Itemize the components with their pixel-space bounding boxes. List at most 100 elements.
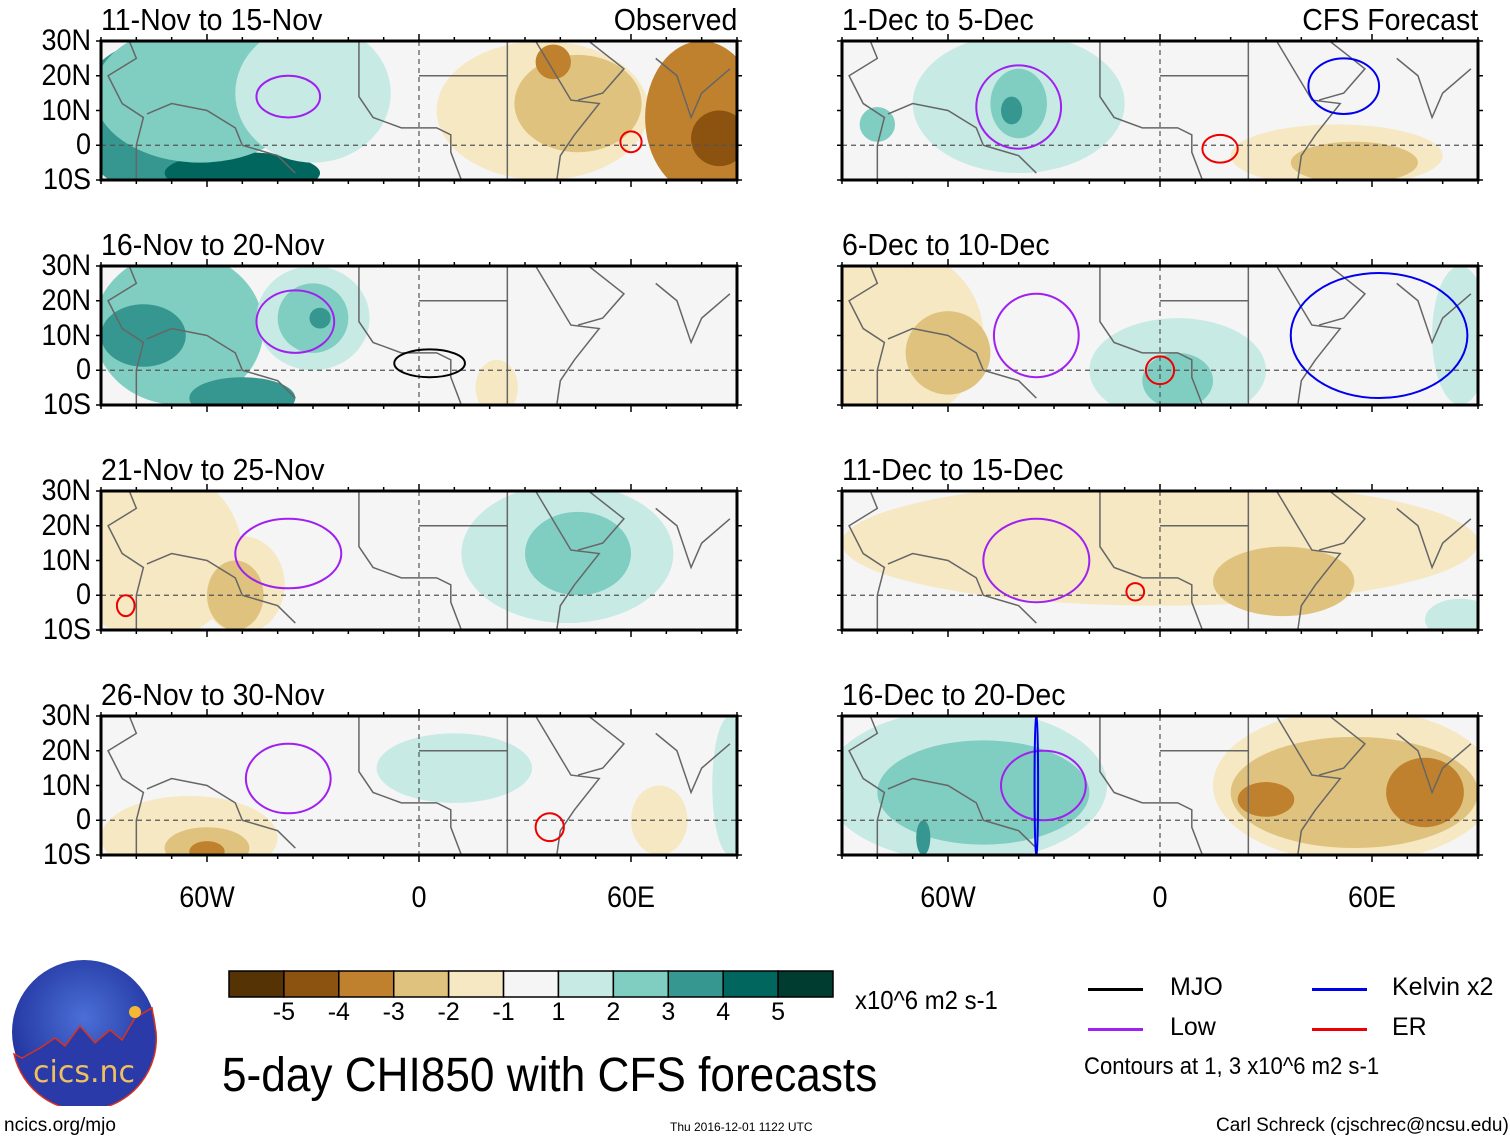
anomaly-region [309,307,331,329]
anomaly-region [475,359,518,405]
contour-low [992,292,1080,379]
y-tick-label: 10S [42,838,91,871]
anomaly-region [877,740,1090,845]
colorbar-swatch [228,970,285,998]
colorbar-units: x10^6 m2 s-1 [855,985,998,1015]
contour-er [1201,133,1239,164]
contour-er [1125,582,1146,602]
colorbar-tick-label: 1 [551,998,566,1026]
y-tick-label: 10N [41,543,91,577]
contour-low [975,64,1063,150]
y-tick-label: 0 [75,803,91,837]
x-tick-label: 60W [920,881,976,914]
coastlines [107,716,731,855]
y-tick-label: 20N [41,733,91,767]
coastlines [848,491,1472,630]
contour-er [1144,355,1176,386]
legend-note: Contours at 1, 3 x10^6 m2 s-1 [1084,1053,1380,1080]
colorbar-tick-label: 2 [606,998,621,1026]
contour-kelvin-x2 [1289,271,1469,400]
anomaly-region [376,733,533,803]
coastlines [107,41,731,180]
anomaly-region [101,304,186,367]
anomaly-region [1142,352,1213,405]
colorbar-tick-label: 5 [771,998,786,1026]
y-tick-label: 20N [41,283,91,317]
contour-er [534,812,565,843]
y-tick-label: 10N [41,318,91,352]
colorbar-swatch [392,970,450,998]
anomaly-region [1290,141,1418,180]
legend-label-low: Low [1170,1013,1216,1041]
colorbar-swatch [557,970,615,998]
colorbar-swatch [283,970,340,998]
panel-title: 26-Nov to 30-Nov [101,677,325,712]
coastlines [848,41,1472,180]
map-panel [96,34,742,187]
y-tick-label: 10N [41,768,91,802]
y-tick-label: 10S [42,613,91,646]
anomaly-region [842,491,1478,606]
legend-label-mjo: MJO [1170,973,1223,1001]
contour-mjo [393,348,466,379]
coastlines [107,266,731,405]
colorbar-tick-label: -5 [272,998,296,1026]
contour-er [619,130,643,154]
panel-tag: CFS Forecast [1302,2,1478,37]
colorbar-tick-label: 3 [661,998,676,1026]
anomaly-region [691,110,737,167]
anomaly-region [1213,546,1355,617]
map-panel [837,34,1483,187]
y-tick-label: 10S [42,163,91,196]
panel-title: 21-Nov to 25-Nov [101,452,325,487]
panel-title: 11-Nov to 15-Nov [101,2,323,37]
map-panel [837,484,1483,637]
legend-line-er [1312,1028,1367,1031]
map-panel [96,484,742,637]
contour-low [1000,749,1087,822]
contour-er [115,594,136,618]
colorbar-swatch [777,970,834,998]
colorbar-swatch [722,970,779,998]
colorbar-swatch [447,970,505,998]
contour-kelvin-x2 [1307,57,1381,115]
footer-url[interactable]: ncics.org/mjo [4,1115,116,1136]
anomaly-region [189,377,296,405]
panel-title: 11-Dec to 15-Dec [842,452,1064,487]
map-panel [96,259,742,412]
contour-low [255,289,336,354]
anomaly-region [535,44,571,80]
anomaly-region [235,41,391,163]
anomaly-region [1001,96,1023,125]
colorbar-tick-label: -2 [437,998,460,1026]
anomaly-region [859,107,895,142]
anomaly-region [525,511,631,596]
legend-line-kelvin [1312,988,1367,991]
x-tick-label: 60E [606,881,656,914]
y-tick-label: 0 [75,128,91,162]
panel-title: 6-Dec to 10-Dec [842,227,1050,262]
y-tick-label: 0 [75,353,91,387]
anomaly-region [916,820,931,855]
colorbar [228,970,834,998]
contour-low [982,517,1091,604]
coastlines [848,716,1472,855]
anomaly-region [905,311,991,395]
panel-tag: Observed [613,2,737,37]
logo-text: cics.nc [33,1055,135,1090]
legend-line-mjo [1088,988,1143,991]
anomaly-region [1237,782,1295,817]
y-tick-label: 20N [41,58,91,92]
coastlines [848,266,1472,405]
contour-low [255,74,322,119]
main-title: 5-day CHI850 with CFS forecasts [222,1049,878,1102]
contour-low [244,742,332,815]
cics-logo: cics.nc [12,960,158,1106]
anomaly-region [712,716,737,855]
legend-label-er: ER [1392,1013,1427,1041]
map-panel [837,709,1483,862]
anomaly-region [189,841,225,855]
panel-title: 16-Nov to 20-Nov [101,227,325,262]
colorbar-swatch [667,970,724,998]
legend-line-low [1088,1028,1143,1031]
